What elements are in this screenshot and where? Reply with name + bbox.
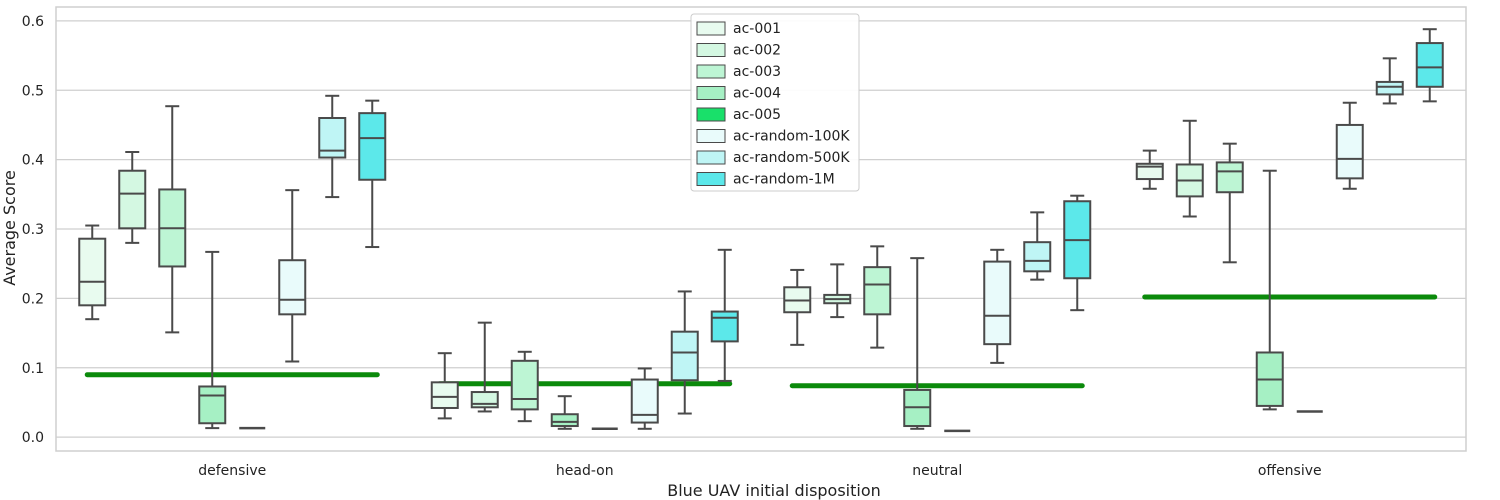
box [1255,169,1284,411]
box [1335,101,1364,190]
legend-label: ac-005 [733,107,781,123]
box [1375,57,1404,105]
legend-swatch [696,129,726,143]
y-axis-title: Average Score [0,170,19,286]
box [510,350,539,423]
box [278,189,307,363]
legend-swatch [696,107,726,122]
box-body [198,385,227,425]
y-tick-label: 0.6 [22,14,44,30]
y-tick-label: 0.5 [22,83,44,99]
legend-swatch [696,150,726,165]
legend-label: ac-004 [733,86,781,102]
legend-label: ac-003 [733,64,781,80]
box [823,263,852,319]
box-body [983,260,1012,346]
legend-box [690,13,860,192]
box-body [630,378,659,424]
y-tick-label: 0.3 [22,222,44,238]
box-body [670,330,699,382]
legend-label: ac-random-1M [733,172,835,188]
box [358,99,387,249]
y-tick-label: 0.0 [22,430,44,446]
box [863,245,892,349]
box-body [1135,162,1164,181]
box [1063,194,1092,312]
box-body [1415,42,1444,88]
box-body [1375,80,1404,96]
x-tick-label: neutral [912,463,962,479]
box-body [1215,161,1244,194]
box-body [1023,241,1052,273]
box-body [550,413,579,428]
box [1415,28,1444,103]
box [983,248,1012,364]
box [783,268,812,346]
y-tick-label: 0.2 [22,291,44,307]
box [430,352,459,420]
box [550,395,579,430]
box [1023,211,1052,281]
legend-label: ac-001 [733,21,781,37]
box-body [318,117,347,159]
y-tick-label: 0.4 [22,153,44,169]
box [318,94,347,199]
y-tick-label: 0.1 [22,361,44,377]
y-tick-labels: 0.0 0.1 0.2 0.3 0.4 0.5 0.6 [22,14,44,446]
box-body [78,237,107,307]
box-body [470,391,499,409]
box-body [1335,123,1364,180]
legend-swatch [696,64,726,79]
legend-label: ac-random-500K [733,150,850,166]
box [198,250,227,430]
box-body [278,259,307,316]
reference-lines [84,294,1438,389]
legend: ac-001 ac-002 ac-003 ac-004 ac-005 ac-random-… [690,13,860,192]
box [158,105,187,334]
legend-swatch [696,43,726,57]
legend-swatch [696,172,726,186]
box [710,248,739,382]
x-tick-label: defensive [198,463,266,479]
box-series [78,28,1444,433]
box [630,367,659,430]
legend-swatch [696,21,726,36]
box [470,321,499,413]
x-tick-label: head-on [556,463,614,479]
box [1175,119,1204,218]
x-tick-label: offensive [1258,463,1322,479]
box-body [863,266,892,316]
box-body [118,169,147,230]
box-body [358,112,387,181]
box [670,290,699,415]
box [118,150,147,244]
legend-label: ac-random-100K [733,129,850,145]
box-body [710,310,739,343]
box [903,257,932,430]
box [1215,142,1244,264]
x-tick-labels: defensive head-on neutral offensive [198,463,1321,479]
legend-swatch [696,86,726,100]
box [1135,149,1164,190]
box-body [510,359,539,411]
x-axis-title: Blue UAV initial disposition [667,481,881,500]
box-body [430,381,459,409]
legend-label: ac-002 [733,43,781,59]
box [78,224,107,321]
